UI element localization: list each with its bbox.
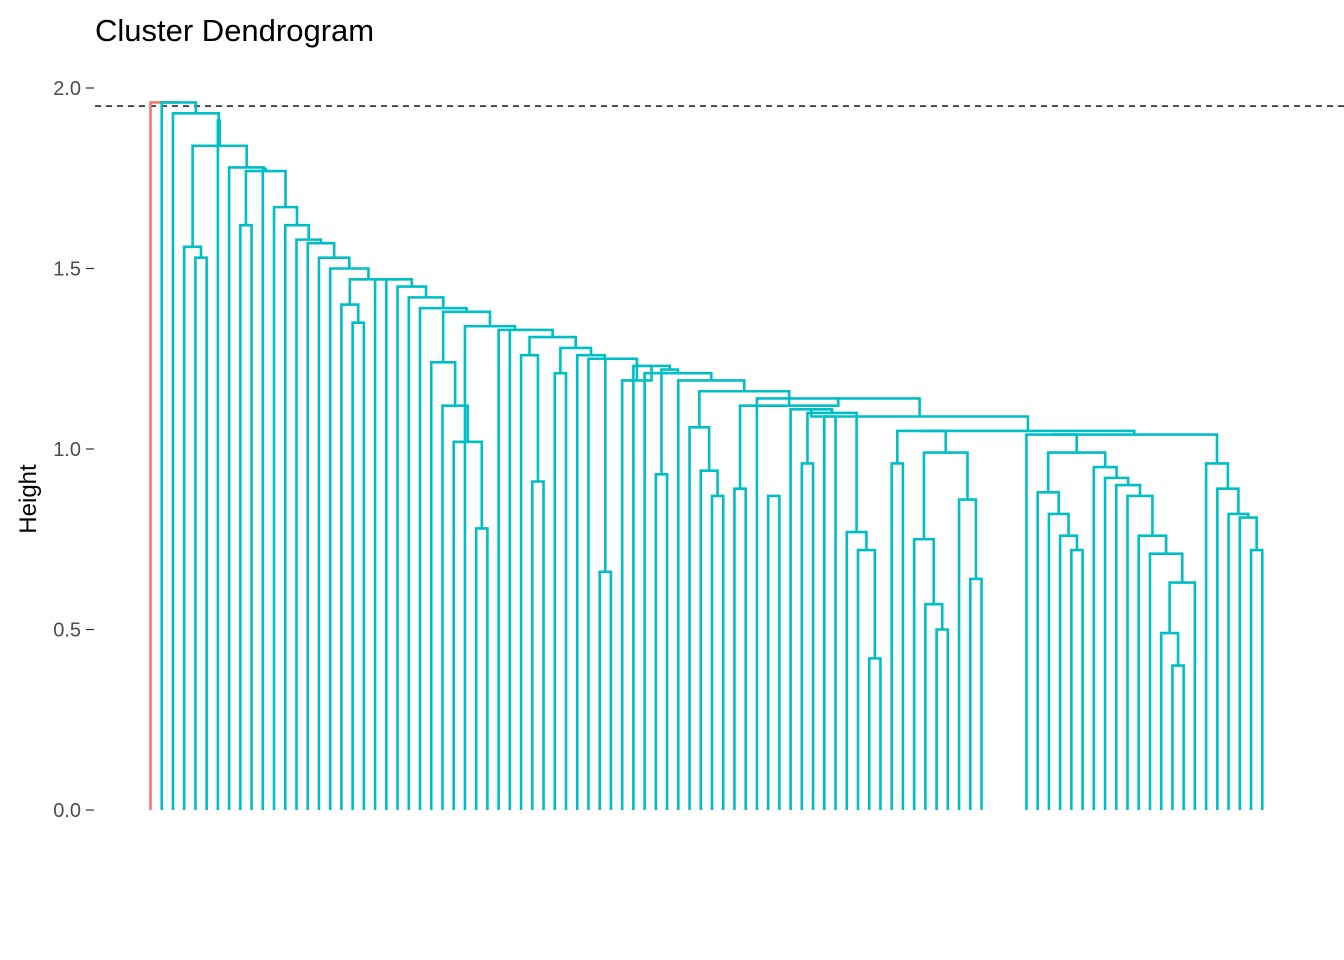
dendrogram-branch — [194, 256, 208, 810]
dendrogram-branch — [191, 144, 248, 247]
dendrogram-branch — [1047, 512, 1070, 810]
y-tick-label: 0.5 — [53, 620, 81, 642]
dendrogram-branch — [452, 440, 484, 810]
dendrogram-branch — [890, 462, 905, 810]
dendrogram-branch — [856, 548, 877, 810]
dendrogram-branch — [317, 256, 351, 810]
dendrogram-branch — [733, 487, 747, 810]
y-tick-label: 0.0 — [53, 800, 81, 822]
dendrogram-branch — [1227, 512, 1250, 810]
dendrogram-branch — [921, 429, 1136, 435]
dendrogram-branch — [340, 303, 360, 810]
dendrogram-branch — [1051, 433, 1219, 464]
dendrogram-branch — [957, 498, 978, 810]
dendrogram-branch — [1238, 516, 1258, 810]
dendrogram-branch — [806, 411, 858, 533]
dendrogram-branch — [800, 462, 815, 810]
dendrogram-branch — [348, 278, 388, 305]
dendrogram-branch — [924, 602, 944, 810]
dendrogram-branch — [698, 389, 791, 428]
dendrogram-branch — [935, 628, 950, 810]
dendrogram-branch — [559, 346, 593, 374]
dendrogram-branch — [239, 223, 253, 810]
dendrogram-branch — [654, 472, 669, 810]
dendrogram-branch — [441, 310, 492, 363]
dendrogram-branch — [789, 407, 834, 810]
dendrogram-branch — [766, 494, 781, 810]
dendrogram-branch — [755, 397, 921, 810]
dendrogram-branch — [497, 328, 532, 810]
chart-title: Cluster Dendrogram — [95, 13, 374, 48]
dendrogram-branch — [912, 537, 936, 810]
dendrogram-branch — [227, 166, 266, 810]
dendrogram-branch-red — [149, 101, 179, 810]
y-tick-label: 2.0 — [53, 78, 81, 100]
dendrogram-branch — [407, 296, 445, 810]
dendrogram-branch — [396, 285, 428, 810]
dendrogram-branch — [604, 357, 639, 572]
dendrogram-branch — [823, 415, 837, 810]
dendrogram-branch — [1046, 451, 1107, 493]
dendrogram-branch — [699, 469, 719, 810]
dendrogram-branch — [463, 324, 517, 810]
dendrogram-branch — [1070, 548, 1084, 810]
dendrogram-branch — [1159, 631, 1180, 810]
dendrogram-branch — [620, 365, 653, 810]
dendrogram-branch — [968, 577, 983, 810]
dendrogram-branch — [1249, 548, 1264, 810]
dendrogram-branch — [587, 357, 622, 810]
dendrogram-branch — [688, 426, 711, 810]
dendrogram-branch — [351, 321, 366, 810]
dendrogram-branch — [531, 480, 545, 810]
dendrogram-branch — [922, 451, 969, 540]
dendrogram-branch — [1025, 433, 1078, 810]
dendrogram-branch — [553, 371, 568, 810]
dendrogram-branch — [261, 167, 268, 810]
dendrogram-branch — [216, 119, 221, 810]
y-axis: 0.0 0.5 1.0 1.5 2.0 — [53, 78, 94, 822]
dendrogram-branch — [632, 364, 672, 810]
dendrogram-branch — [660, 368, 680, 475]
dendrogram-branch — [598, 570, 613, 810]
dendrogram-branch — [1171, 664, 1185, 810]
dendrogram-branch — [160, 101, 198, 810]
dendrogram-branch — [1148, 552, 1184, 810]
dendrogram-branch — [385, 278, 414, 810]
y-axis-label: Height — [15, 464, 42, 534]
dendrogram-branch — [244, 169, 287, 226]
dendrogram-branch — [710, 494, 725, 810]
dendrogram-branch — [519, 353, 540, 810]
dendrogram-tree — [149, 101, 1264, 810]
y-tick-label: 1.5 — [53, 259, 81, 281]
dendrogram-branch — [182, 245, 203, 810]
dendrogram-branch — [474, 527, 489, 810]
y-tick-label: 1.0 — [53, 439, 81, 461]
dendrogram-branch — [895, 429, 948, 464]
dendrogram-branch — [528, 335, 578, 356]
dendrogram-branch — [1058, 534, 1079, 810]
dendrogram-branch — [845, 530, 868, 810]
dendrogram-branch — [867, 657, 882, 810]
